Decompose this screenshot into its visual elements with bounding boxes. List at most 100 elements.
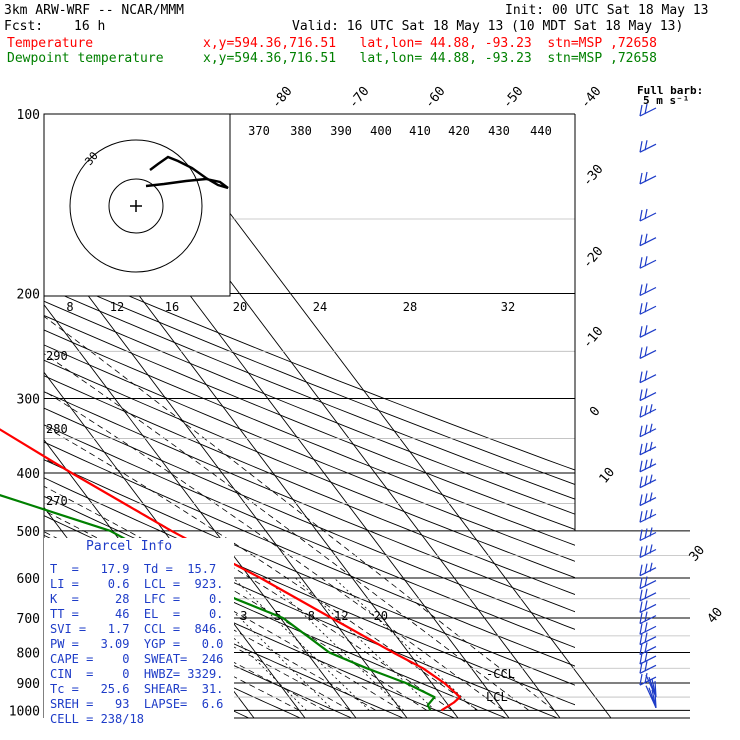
isotherm-label: -10: [580, 324, 607, 352]
wind-barb: [639, 302, 657, 315]
parcel-line: CIN = 0 HWBZ= 3329.: [50, 667, 224, 681]
wind-barb-staff: [639, 592, 657, 602]
mixing-ratio-line: [265, 577, 405, 711]
wind-barb-flag: [644, 459, 648, 470]
valid-time: Valid: 16 UTC Sat 18 May 13 (10 MDT Sat …: [292, 19, 684, 34]
theta-label: 430: [488, 124, 510, 138]
wind-barb-flag: [644, 622, 648, 633]
wind-barb: [639, 325, 657, 338]
dry-adiabat-line: [44, 286, 575, 500]
wind-barb: [639, 441, 657, 456]
wind-barb-flag: [639, 172, 643, 185]
wind-barb-staff: [639, 328, 657, 338]
wind-barb: [639, 622, 657, 635]
mixing-ratio-line: [233, 577, 370, 711]
wind-barb-staff: [639, 143, 657, 153]
parcel-info-panel: Parcel Info T = 17.9 Td = 15.7 LI = 0.6 …: [44, 538, 234, 726]
wind-barb-flag: [639, 303, 643, 315]
wind-barb-staff: [639, 636, 657, 646]
wind-barb: [639, 256, 657, 269]
dewpoint-profile: [0, 494, 436, 711]
pressure-tick-label: 500: [17, 525, 40, 540]
wind-barb-flag: [644, 256, 648, 267]
wind-barb-flag: [639, 406, 643, 418]
wind-barb-staff: [639, 664, 657, 674]
wind-barb: [639, 388, 657, 402]
wind-barb: [645, 685, 657, 708]
wind-barb-flag: [644, 388, 648, 399]
wind-barb: [639, 103, 657, 117]
hodo-speed-label: 20: [233, 300, 247, 314]
wind-barb-flag: [644, 576, 648, 587]
wind-barb-flag: [649, 492, 653, 502]
dry-adiabat-line: [44, 375, 575, 596]
wind-barb-flag: [639, 141, 643, 153]
wind-barb-flag: [639, 443, 643, 455]
wind-barb: [639, 527, 657, 542]
dry-adiabat-line: [44, 459, 575, 686]
wind-barb-flag: [639, 546, 643, 558]
pressure-tick-label: 200: [17, 288, 40, 303]
wind-barb-staff: [639, 175, 657, 185]
wind-barb-staff: [639, 212, 657, 222]
wind-barb: [639, 611, 657, 625]
wind-barb: [639, 346, 657, 359]
parcel-line: SVI = 1.7 CCL = 846.: [50, 622, 224, 636]
hodograph-ring: [108, 178, 164, 234]
wind-barb-flag: [644, 563, 648, 574]
parcel-line: TT = 46 EL = 0.: [50, 607, 224, 621]
wind-barbs: [639, 103, 657, 708]
wind-barb: [639, 632, 657, 646]
wind-barb-staff: [639, 391, 657, 402]
wind-barb: [639, 588, 657, 602]
wind-barb-staff: [639, 531, 657, 542]
wind-barb: [639, 651, 657, 665]
pressure-tick-label: 800: [17, 647, 40, 662]
wind-barb-flag: [639, 633, 643, 645]
wind-barb-flag: [649, 423, 653, 433]
wind-barb-flag: [639, 326, 643, 338]
wind-legend-title: Full barb:: [637, 84, 703, 97]
hodograph-trace: [145, 155, 229, 190]
dry-adiabat-line: [44, 407, 575, 630]
wind-barb-flag: [649, 527, 653, 537]
wind-barb: [639, 458, 657, 473]
hodo-speed-label: 28: [403, 300, 417, 314]
dry-adiabat-line: [44, 424, 575, 648]
isotherm-label: -70: [346, 84, 373, 112]
wind-barb-flag: [649, 458, 653, 468]
wind-barb: [639, 509, 657, 523]
wind-barb-flag: [649, 441, 653, 451]
wind-barb: [639, 474, 657, 489]
pressure-tick-label: 300: [17, 393, 40, 408]
wind-barb-flag: [639, 104, 643, 117]
wind-barb-flag: [644, 424, 648, 435]
mixing-ratio-line: [333, 577, 477, 711]
wind-barb-flag: [644, 510, 648, 521]
dry-adiabat-line: [44, 300, 575, 515]
wind-barb-flag: [644, 140, 648, 151]
wind-barb-flag: [649, 509, 653, 519]
wind-barb: [639, 404, 657, 418]
forecast-hour: 16 h: [74, 19, 106, 34]
wind-barb-flag: [644, 103, 648, 115]
wind-barb-staff: [639, 567, 657, 577]
wind-barb-flag: [639, 476, 643, 488]
wind-barb-staff: [639, 655, 657, 665]
temperature-station-info: x,y=594.36,716.51 lat,lon= 44.88, -93.23…: [203, 36, 657, 51]
theta-label: 400: [370, 124, 392, 138]
wind-barb-flag: [639, 257, 643, 269]
wind-barb: [639, 562, 657, 577]
wind-barb-flag: [639, 234, 643, 246]
theta-left-label: 280: [46, 422, 68, 436]
wind-barb-flag: [644, 208, 648, 220]
mixing-ratio-label: 20: [374, 609, 388, 623]
parcel-line: Tc = 25.6 SHEAR= 31.: [50, 682, 224, 696]
wind-barb: [639, 661, 657, 674]
wind-barb-flag: [639, 589, 643, 601]
wind-barb-staff: [639, 497, 657, 507]
pressure-tick-label: 600: [17, 572, 40, 587]
wind-barb-flag: [644, 370, 648, 381]
wind-barb-flag: [639, 673, 643, 686]
hodo-speed-label: 16: [165, 300, 179, 314]
